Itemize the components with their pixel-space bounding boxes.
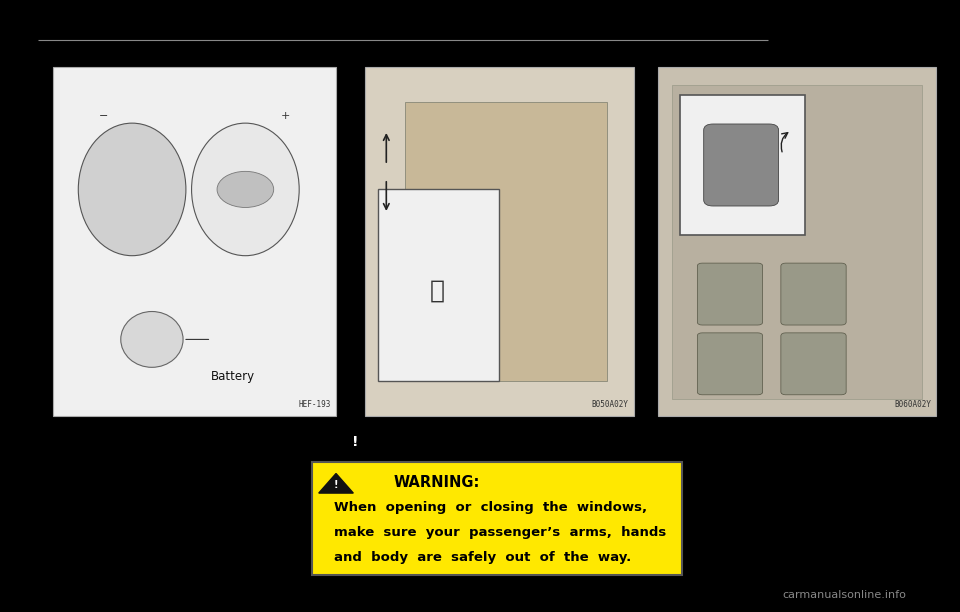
Text: ⌽: ⌽ <box>430 278 444 302</box>
FancyBboxPatch shape <box>378 190 499 381</box>
Ellipse shape <box>121 312 183 367</box>
Polygon shape <box>334 428 376 453</box>
FancyBboxPatch shape <box>680 95 805 235</box>
Polygon shape <box>319 474 353 493</box>
Text: carmanualsonline.info: carmanualsonline.info <box>782 590 907 600</box>
Text: When  opening  or  closing  the  windows,: When opening or closing the windows, <box>334 501 647 514</box>
Text: make  sure  your  passenger’s  arms,  hands: make sure your passenger’s arms, hands <box>334 526 666 539</box>
FancyBboxPatch shape <box>697 263 762 325</box>
Text: !: ! <box>334 480 338 490</box>
FancyBboxPatch shape <box>672 85 922 399</box>
FancyBboxPatch shape <box>780 333 846 395</box>
FancyBboxPatch shape <box>697 333 762 395</box>
Text: HEF-193: HEF-193 <box>299 400 331 409</box>
FancyBboxPatch shape <box>780 263 846 325</box>
FancyBboxPatch shape <box>658 67 936 416</box>
Text: B060A02Y: B060A02Y <box>894 400 931 409</box>
FancyBboxPatch shape <box>312 462 682 575</box>
Text: !: ! <box>352 435 358 449</box>
Text: and  body  are  safely  out  of  the  way.: and body are safely out of the way. <box>334 551 632 564</box>
Text: WARNING:: WARNING: <box>394 475 480 490</box>
Circle shape <box>217 171 274 207</box>
Ellipse shape <box>192 123 300 256</box>
Text: +: + <box>280 111 290 121</box>
Text: −: − <box>99 111 108 121</box>
FancyBboxPatch shape <box>405 102 607 381</box>
Ellipse shape <box>79 123 186 256</box>
Text: Battery: Battery <box>211 370 255 383</box>
FancyBboxPatch shape <box>704 124 779 206</box>
Text: B050A02Y: B050A02Y <box>591 400 629 409</box>
FancyBboxPatch shape <box>53 67 336 416</box>
FancyBboxPatch shape <box>365 67 634 416</box>
